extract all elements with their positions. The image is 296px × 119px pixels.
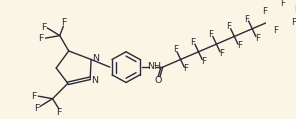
Text: O: O (155, 76, 162, 85)
Text: F: F (173, 45, 178, 55)
Text: F: F (291, 18, 296, 27)
Text: F: F (273, 26, 278, 35)
Text: N: N (92, 54, 99, 63)
Text: F: F (226, 22, 231, 31)
Text: F: F (208, 30, 213, 39)
Text: F: F (191, 38, 196, 47)
Text: F: F (295, 5, 296, 14)
Text: F: F (237, 41, 242, 50)
Text: F: F (56, 108, 62, 117)
Text: F: F (34, 104, 39, 113)
Text: F: F (184, 64, 189, 73)
Text: F: F (262, 7, 267, 16)
Text: F: F (61, 18, 66, 27)
Text: F: F (38, 34, 44, 43)
Text: F: F (219, 49, 224, 58)
Text: F: F (41, 23, 46, 32)
Text: F: F (202, 57, 207, 66)
Text: F: F (255, 34, 260, 43)
Text: F: F (280, 0, 285, 8)
Text: NH: NH (147, 62, 161, 71)
Text: N: N (91, 76, 98, 85)
Text: F: F (244, 15, 249, 24)
Text: F: F (31, 92, 36, 101)
